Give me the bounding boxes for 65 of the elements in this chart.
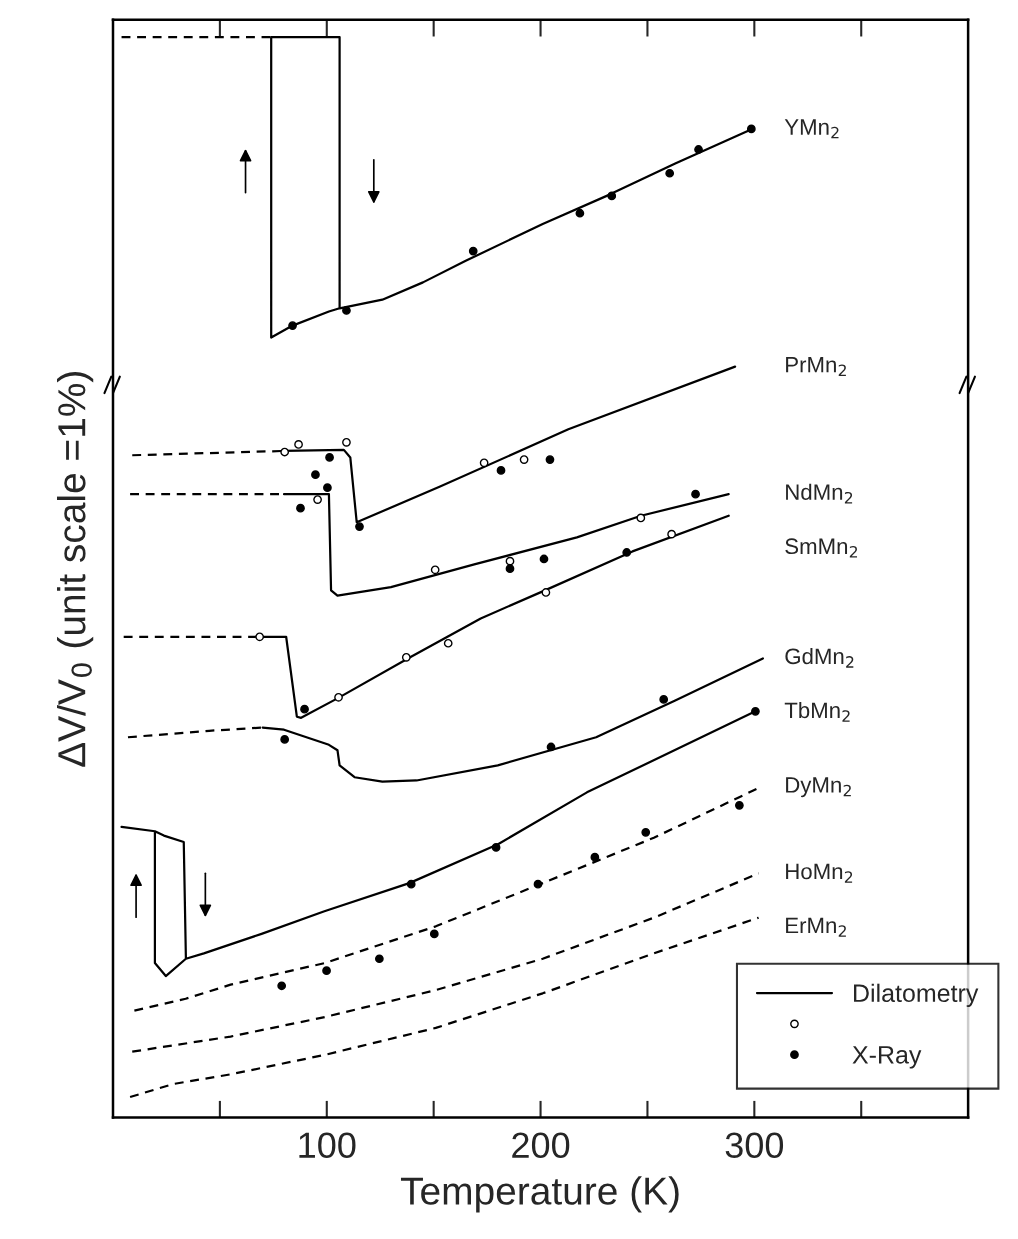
- point: [322, 966, 331, 976]
- point: [694, 145, 703, 154]
- point: [607, 191, 617, 201]
- point: [311, 470, 320, 480]
- point: [406, 879, 416, 889]
- point: [665, 168, 675, 178]
- point: [533, 879, 543, 889]
- legend-label: X-Ray: [852, 1046, 922, 1069]
- point: [691, 489, 700, 499]
- point: [539, 554, 549, 564]
- point: [296, 503, 305, 513]
- point: [468, 246, 478, 256]
- series-label: TbMn$_{2}$: [784, 701, 850, 722]
- point: [519, 455, 529, 464]
- point: [746, 124, 756, 134]
- point: [667, 529, 676, 539]
- point: [294, 440, 303, 449]
- point: [430, 565, 440, 575]
- point: [541, 588, 551, 597]
- text: NdMn$_{2}$: [786, 483, 853, 504]
- text: PrMn$_{2}$: [786, 357, 846, 376]
- series-label: YMn$_{2}$: [784, 119, 839, 139]
- point: [280, 447, 290, 457]
- point: [401, 652, 411, 662]
- point: [288, 321, 297, 330]
- point: [575, 208, 585, 218]
- point: [300, 704, 309, 714]
- point: [546, 742, 556, 752]
- point: [313, 495, 322, 504]
- point: [641, 827, 651, 837]
- point: [479, 458, 489, 468]
- point: [355, 522, 364, 531]
- point: [325, 453, 334, 462]
- annotation: Dilatometry: [854, 983, 979, 1007]
- point: [491, 843, 501, 852]
- point: [751, 706, 760, 716]
- point: [334, 692, 343, 702]
- point: [323, 483, 332, 493]
- x-tick-label: 200: [512, 1132, 570, 1158]
- point: [735, 800, 744, 810]
- point: [659, 695, 669, 704]
- y-axis-title: ΔV/V$_{0}$ (unit scale =1%): [57, 372, 94, 767]
- point: [443, 638, 453, 648]
- series-label: ErMn$_{2}$: [786, 917, 846, 937]
- x-tick-label: 100: [299, 1132, 356, 1158]
- point: [505, 556, 515, 566]
- point: [277, 981, 287, 991]
- point: [545, 455, 555, 464]
- point: [622, 548, 632, 557]
- series-label: GdMn$_{2}$: [785, 647, 854, 668]
- series-label: HoMn$_{2}$: [786, 863, 853, 883]
- text: SmMn$_{2}$: [785, 538, 858, 558]
- x-axis-title: Temperature (K): [400, 1176, 679, 1213]
- point: [255, 632, 265, 642]
- point: [636, 513, 646, 523]
- point: [496, 466, 506, 475]
- point: [280, 735, 290, 744]
- series-label: DyMn$_{2}$: [786, 777, 851, 798]
- x-tick-label: 300: [725, 1132, 784, 1158]
- point: [374, 954, 384, 964]
- point: [505, 564, 515, 574]
- point: [342, 306, 351, 315]
- point: [342, 437, 351, 447]
- point: [590, 852, 600, 862]
- point: [429, 929, 439, 939]
